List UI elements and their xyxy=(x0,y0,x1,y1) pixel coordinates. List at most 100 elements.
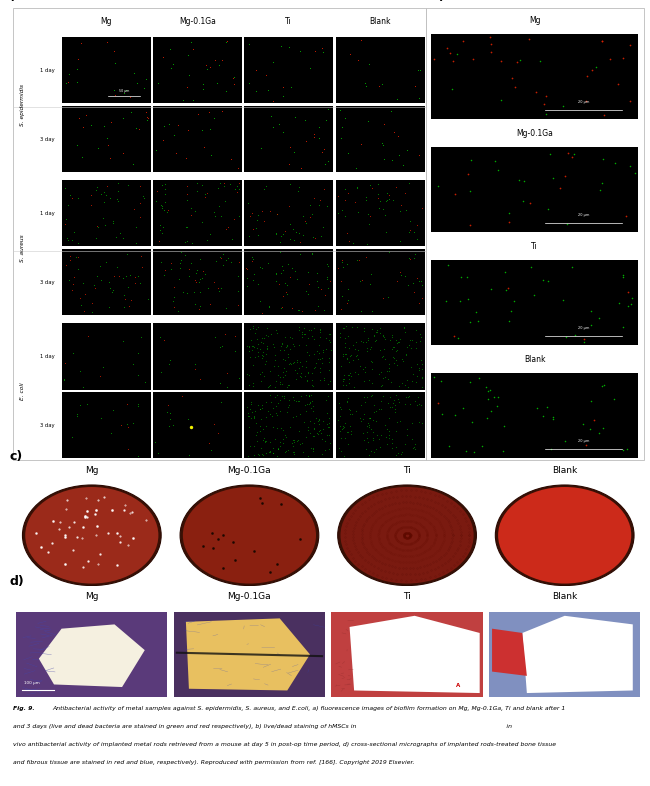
Point xyxy=(387,437,397,450)
Point xyxy=(64,68,74,81)
Point xyxy=(374,80,384,93)
Point xyxy=(257,365,267,378)
Point xyxy=(213,427,224,439)
Point xyxy=(271,227,281,240)
Point xyxy=(292,272,302,285)
Point xyxy=(336,303,346,315)
Point xyxy=(275,439,285,452)
Point xyxy=(492,399,502,412)
Point xyxy=(319,443,330,456)
Point xyxy=(335,359,346,372)
Point xyxy=(112,195,123,208)
Point xyxy=(251,417,261,429)
Point xyxy=(64,188,75,200)
Point xyxy=(245,403,255,416)
Text: 20 μm: 20 μm xyxy=(578,100,589,104)
Point xyxy=(382,193,393,206)
Point xyxy=(241,262,252,274)
Point xyxy=(318,303,329,316)
Point xyxy=(413,275,424,288)
Point xyxy=(367,305,377,318)
Polygon shape xyxy=(186,619,310,690)
Point xyxy=(309,303,320,316)
Point xyxy=(376,77,387,90)
Point xyxy=(599,379,610,391)
Point xyxy=(245,439,255,452)
Point xyxy=(125,269,135,281)
Point xyxy=(263,257,273,270)
Point xyxy=(545,148,556,160)
Point xyxy=(200,268,210,281)
Point xyxy=(280,429,290,442)
Point xyxy=(136,261,147,274)
Point xyxy=(367,323,377,336)
Bar xyxy=(16,612,168,697)
Point xyxy=(233,182,244,195)
Point xyxy=(313,424,324,437)
Point xyxy=(309,45,320,57)
Point xyxy=(278,290,288,303)
Point xyxy=(313,281,323,293)
Point xyxy=(394,380,404,392)
Point xyxy=(323,155,333,167)
Point xyxy=(585,422,595,435)
Point xyxy=(344,373,354,386)
Point xyxy=(78,380,88,393)
Point xyxy=(482,393,493,406)
Point xyxy=(433,179,443,192)
Point xyxy=(265,364,275,376)
Point xyxy=(64,274,75,286)
Point xyxy=(359,395,370,408)
Point xyxy=(362,426,372,439)
Point xyxy=(228,78,239,90)
Point xyxy=(429,371,439,384)
Point xyxy=(114,227,125,240)
Point xyxy=(504,207,515,219)
Point xyxy=(560,170,571,182)
Text: 20 μm: 20 μm xyxy=(578,439,589,443)
Point xyxy=(333,442,344,454)
Point xyxy=(339,417,350,429)
Point xyxy=(203,281,213,294)
Point xyxy=(304,397,315,410)
Point xyxy=(578,418,589,431)
Point xyxy=(122,398,133,410)
Point xyxy=(309,192,319,204)
Point xyxy=(301,404,311,417)
Point xyxy=(118,334,128,347)
Point xyxy=(376,351,387,364)
Point xyxy=(142,114,152,127)
Point xyxy=(257,205,267,218)
Point xyxy=(465,375,476,387)
Point xyxy=(182,180,192,193)
Point xyxy=(485,384,495,396)
Point xyxy=(486,38,497,50)
Point xyxy=(274,436,285,449)
Point xyxy=(351,336,361,349)
Point xyxy=(342,426,352,439)
Point xyxy=(155,219,165,231)
Point xyxy=(384,401,395,413)
Point xyxy=(283,444,294,457)
Point xyxy=(477,439,488,452)
Point xyxy=(293,320,304,332)
Point xyxy=(351,162,361,174)
Point xyxy=(504,215,514,228)
Point xyxy=(294,362,305,374)
Point xyxy=(387,433,398,446)
Point xyxy=(294,226,304,239)
Point xyxy=(122,248,132,260)
Point xyxy=(383,373,393,386)
Point xyxy=(453,332,463,344)
Point xyxy=(270,391,280,403)
Point xyxy=(181,80,192,93)
Point xyxy=(195,253,205,266)
Point xyxy=(614,296,624,309)
Point xyxy=(205,123,216,136)
Point xyxy=(291,367,302,380)
Point xyxy=(278,377,288,390)
Point xyxy=(489,391,499,404)
Point xyxy=(170,146,181,159)
Point xyxy=(416,331,426,343)
Point xyxy=(272,408,282,421)
